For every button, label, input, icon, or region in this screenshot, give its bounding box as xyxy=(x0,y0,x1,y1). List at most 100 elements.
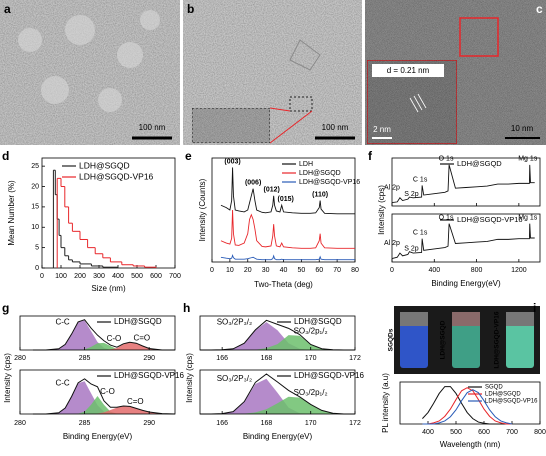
component-area xyxy=(200,322,355,350)
xps-envelope xyxy=(200,373,355,415)
plot-frame xyxy=(199,369,356,415)
component-label: C-C xyxy=(55,378,69,387)
panel-label: g xyxy=(2,301,9,315)
xps-survey xyxy=(391,164,535,204)
x-tick-label: 285 xyxy=(79,420,91,427)
panel-label: b xyxy=(187,2,194,16)
x-axis-label: Wavelength (nm) xyxy=(440,440,501,449)
x-tick-label: 172 xyxy=(349,420,361,427)
x-tick-label: 166 xyxy=(216,355,228,362)
component-area xyxy=(200,396,355,414)
pl-spectrum xyxy=(422,387,512,425)
photo-label: LDH@SGQD xyxy=(440,320,447,359)
x-tick-label: 80 xyxy=(351,267,359,274)
particles xyxy=(18,10,160,112)
vial-cap xyxy=(400,312,428,326)
x-tick-label: 172 xyxy=(349,355,361,362)
x-tick-label: 0 xyxy=(40,273,44,280)
x-tick-label: 100 xyxy=(55,273,67,280)
panel-label: h xyxy=(183,301,190,315)
lattice-spacing: d = 0.21 nm xyxy=(387,66,430,75)
x-tick-label: 30 xyxy=(262,267,270,274)
photo-label: SGQDs xyxy=(388,328,395,351)
plot-frame xyxy=(391,157,541,207)
scale-bar-label: 2 nm xyxy=(373,125,391,134)
x-axis-label: Binding Energy(eV) xyxy=(431,279,501,288)
panel-label: e xyxy=(185,149,192,163)
vial-cap xyxy=(452,312,480,326)
x-tick-label: 1200 xyxy=(511,267,527,274)
peak-label: S 2p xyxy=(404,246,419,253)
component-label: SO₃/2p₁/₂ xyxy=(294,388,328,397)
x-tick-label: 280 xyxy=(14,420,26,427)
x-tick-label: 170 xyxy=(305,355,317,362)
panel-label: d xyxy=(2,149,9,163)
plot-frame xyxy=(19,369,176,415)
x-axis-label: Binding Energy(eV) xyxy=(243,432,313,441)
peak-label: (015) xyxy=(278,196,294,203)
x-tick-label: 700 xyxy=(506,429,518,436)
x-tick-label: 170 xyxy=(305,420,317,427)
legend-label: LDH@SGQD xyxy=(79,160,130,170)
panel-label: a xyxy=(4,2,11,16)
x-tick-label: 800 xyxy=(471,267,483,274)
component-label: C=O xyxy=(127,397,144,406)
x-tick-label: 290 xyxy=(143,355,155,362)
x-axis-label: Binding Energy(eV) xyxy=(63,432,133,441)
x-tick-label: 400 xyxy=(428,267,440,274)
x-tick-label: 168 xyxy=(261,355,273,362)
x-tick-label: 50 xyxy=(297,267,305,274)
peak-label: Mg 1s xyxy=(518,214,538,221)
y-tick-label: 0 xyxy=(35,265,39,272)
x-tick-label: 800 xyxy=(534,429,546,436)
lattice-marks xyxy=(409,93,427,113)
y-axis-label: Intensity (Counts) xyxy=(198,178,207,241)
component-area xyxy=(200,378,355,414)
legend-label: LDH@SGQD xyxy=(294,317,342,326)
plot-frame xyxy=(199,315,356,351)
inset-label-box xyxy=(372,64,444,77)
legend-label: LDH@SGQD xyxy=(485,392,521,398)
x-tick-label: 290 xyxy=(143,420,155,427)
panel-label: f xyxy=(368,149,373,163)
x-tick-label: 10 xyxy=(226,267,234,274)
x-tick-label: 500 xyxy=(450,429,462,436)
scale-bar-label: 10 nm xyxy=(511,124,534,133)
component-label: C-C xyxy=(55,317,69,326)
y-tick-label: 20 xyxy=(31,183,39,190)
y-tick-label: 5 xyxy=(35,244,39,251)
x-tick-label: 60 xyxy=(315,267,323,274)
panel-label: i xyxy=(533,301,536,315)
y-axis-label: Intensity (cps) xyxy=(377,185,386,235)
y-tick-label: 15 xyxy=(31,204,39,211)
peak-label: O 1s xyxy=(439,156,454,163)
xps-survey xyxy=(391,223,535,260)
x-tick-label: 280 xyxy=(14,355,26,362)
x-tick-label: 600 xyxy=(478,429,490,436)
component-label: C=O xyxy=(133,333,150,342)
plot-frame xyxy=(399,381,541,425)
x-tick-label: 40 xyxy=(280,267,288,274)
scale-bar-label: 100 nm xyxy=(322,123,349,132)
photo-label: LDH@SGQD-VP16 xyxy=(494,311,501,368)
x-tick-label: 600 xyxy=(150,273,162,280)
x-tick-label: 300 xyxy=(93,273,105,280)
plot-frame xyxy=(41,157,176,269)
pl-spectrum xyxy=(422,386,512,425)
legend-label: SGQD xyxy=(485,385,503,391)
sheet-edge xyxy=(289,39,321,71)
x-tick-label: 400 xyxy=(112,273,124,280)
y-axis-label: PL intensity (a.u) xyxy=(381,373,390,433)
plot-frame xyxy=(19,315,176,351)
legend-label: LDH@SGQD-VP16 xyxy=(114,371,184,380)
peak-label: C 1s xyxy=(413,176,428,183)
y-tick-label: 10 xyxy=(31,224,39,231)
component-label: SO₃/2P₃/₂ xyxy=(217,374,252,383)
peak-label: (012) xyxy=(263,187,279,194)
xps-envelope xyxy=(32,319,175,351)
xrd-pattern xyxy=(220,167,355,215)
component-label: SO₃/2p₁/₂ xyxy=(294,326,328,335)
legend-label: LDH@SGQD-VP16 xyxy=(299,179,360,186)
component-area xyxy=(32,342,175,350)
pl-spectrum xyxy=(422,389,513,425)
